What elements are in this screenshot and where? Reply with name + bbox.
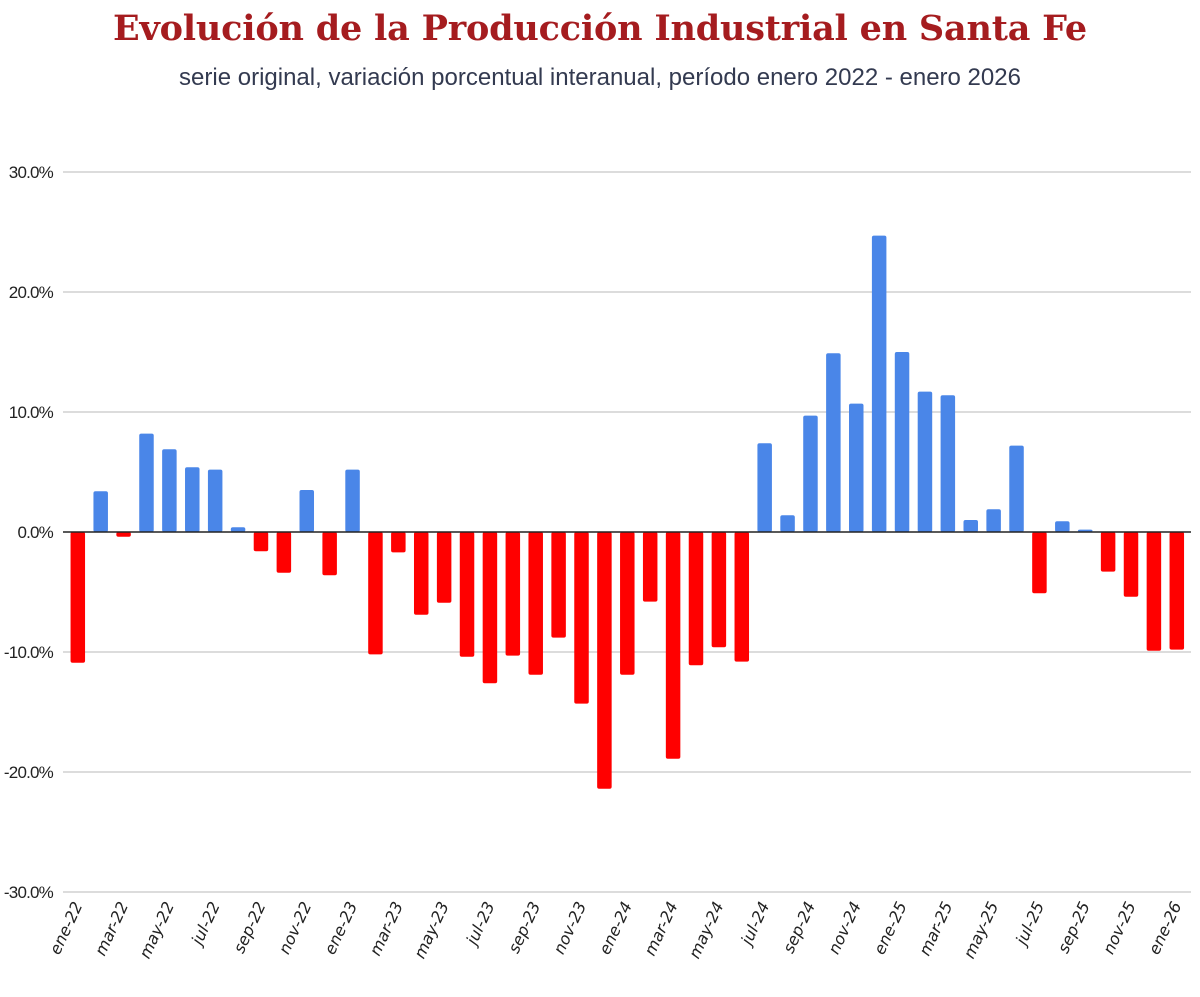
bar-feb-22 [93,491,108,532]
x-tick-label: nov-24 [824,899,865,957]
x-tick-label: mar-24 [640,899,681,959]
bar-ago-23 [505,532,521,656]
y-tick-label: -10.0% [4,643,54,662]
y-tick-label: 30.0% [9,163,54,182]
x-tick-label: ene-23 [320,899,361,958]
chart-title: Evolución de la Producción Industrial en… [113,8,1087,49]
x-tick-label: nov-25 [1099,899,1140,957]
x-axis-labels: ene-22 mar-22 may-22 jul-22 sep-22 nov-22 ene-… [46,899,1186,962]
x-tick-label: nov-23 [549,899,590,957]
bar-ene-24 [620,532,635,675]
bar-ago-25 [1055,521,1070,532]
bar-mar-23 [391,532,406,553]
bar-oct-22 [276,532,292,573]
bar-abr-25 [963,520,978,532]
x-tick-label: ene-22 [46,899,87,958]
bar-dic-22 [322,532,337,576]
gridlines [63,171,1191,893]
bar-nov-25 [1123,532,1139,597]
bar-jul-22 [207,469,223,532]
bar-mar-22 [116,532,131,537]
y-tick-label: -20.0% [4,763,54,782]
bar-feb-23 [368,532,383,655]
x-tick-label: sep-25 [1054,899,1094,956]
bar-oct-24 [826,353,841,532]
x-tick-label: ene-25 [870,899,911,958]
bar-ago-24 [780,515,795,532]
bars [70,235,1185,789]
bar-abr-24 [688,532,704,666]
bar-abr-23 [413,532,429,615]
bar-ene-23 [345,469,360,532]
chart-subtitle: serie original, variación porcentual int… [179,64,1021,91]
y-tick-label: 0.0% [17,523,53,542]
bar-ene-25 [894,352,910,532]
x-tick-label: jul-23 [461,899,498,950]
y-axis-labels: 30.0% 20.0% 10.0% 0.0% -10.0% -20.0% -30.0% [4,163,55,902]
bar-may-23 [436,532,452,603]
bar-oct-25 [1100,532,1116,572]
bar-jun-22 [185,467,200,532]
bar-jul-23 [482,532,498,684]
bar-feb-24 [642,532,658,602]
y-tick-label: -30.0% [4,883,54,902]
bar-nov-23 [574,532,589,704]
x-tick-label: mar-25 [915,899,956,959]
x-tick-label: may-24 [685,899,728,962]
x-tick-label: may-23 [410,899,453,962]
bar-abr-22 [139,433,154,532]
bar-may-22 [162,449,177,532]
x-tick-label: mar-23 [366,899,407,959]
bar-mar-25 [940,395,956,532]
y-tick-label: 20.0% [9,283,54,302]
x-tick-label: ene-24 [595,899,636,958]
bar-nov-22 [299,490,315,532]
bar-oct-23 [551,532,566,638]
bar-ago-22 [230,527,246,532]
bar-jul-24 [757,443,772,532]
bar-sep-24 [803,415,818,532]
x-tick-label: sep-22 [229,899,269,956]
bar-may-25 [986,509,1001,532]
x-tick-label: may-25 [960,899,1003,962]
x-tick-label: jul-22 [187,899,224,950]
bar-dic-24 [871,235,887,532]
x-tick-label: jul-24 [736,899,773,950]
bar-sep-22 [253,532,269,552]
bar-ene-22 [70,532,86,663]
x-tick-label: may-22 [135,899,178,962]
bar-jun-25 [1009,445,1024,532]
x-tick-label: sep-23 [504,899,544,956]
x-tick-label: nov-22 [275,899,316,957]
x-tick-label: ene-26 [1145,899,1186,958]
bar-jun-24 [734,532,750,662]
bar-mar-24 [665,532,681,759]
x-tick-label: jul-25 [1011,899,1048,950]
bar-dic-23 [597,532,612,789]
bar-feb-25 [917,391,933,532]
bar-may-24 [711,532,727,648]
bar-jul-25 [1032,532,1047,594]
bar-sep-23 [528,532,543,675]
x-tick-label: mar-22 [91,899,132,959]
bar-jun-23 [459,532,475,657]
bar-nov-24 [849,403,864,532]
y-tick-label: 10.0% [9,403,54,422]
bar-ene-26 [1169,532,1185,650]
bar-dic-25 [1146,532,1162,651]
x-tick-label: sep-24 [779,899,819,956]
